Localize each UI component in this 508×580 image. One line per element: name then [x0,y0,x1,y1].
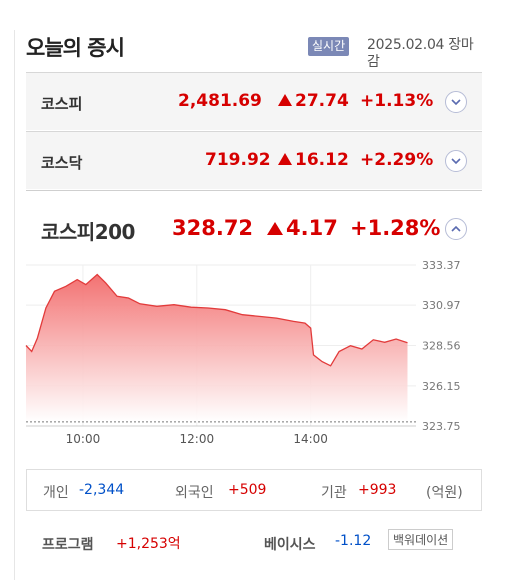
expand-chevron-icon[interactable] [445,150,467,172]
left-border [14,30,15,580]
kosdaq-row[interactable]: 코스닥 719.92 16.12 +2.29% [26,131,482,189]
investor-value: +509 [228,482,267,498]
up-arrow-icon [267,222,283,235]
x-tick-label: 14:00 [293,432,328,446]
index-value: 719.92 [205,150,271,170]
price-line [25,273,408,367]
index-percent: +1.28% [350,216,441,240]
y-tick-label: 333.37 [422,259,461,272]
y-tick-label: 323.75 [422,420,461,433]
index-value: 328.72 [172,216,254,240]
index-change: 4.17 [267,216,338,240]
program-value: +1,253억 [116,536,181,552]
investor-label: 기관 [321,485,347,501]
page-title: 오늘의 증시 [26,36,125,60]
up-arrow-icon [278,94,292,106]
y-tick-label: 328.56 [422,340,461,353]
investor-value: -2,344 [79,482,125,498]
index-name: 코스피200 [41,220,135,244]
kospi200-row[interactable]: 코스피200 328.72 4.17 +1.28% [26,195,482,261]
program-label: 프로그램 [42,537,94,553]
market-header: 오늘의 증시 실시간 2025.02.04 장마감 [26,28,482,70]
up-arrow-icon [278,153,292,165]
date-status: 2025.02.04 장마감 [367,37,474,70]
program-basis-row: 프로그램 +1,253억 베이시스 -1.12 백워데이션 [26,526,482,558]
realtime-badge: 실시간 [308,37,350,56]
unit-label: (억원) [426,485,463,501]
backwardation-button[interactable]: 백워데이션 [388,529,454,550]
divider [26,190,482,191]
kospi-row[interactable]: 코스피 2,481.69 27.74 +1.13% [26,72,482,130]
index-name: 코스피 [41,95,83,113]
index-change: 16.12 [278,150,349,170]
basis-label: 베이시스 [264,537,316,553]
investor-value: +993 [358,482,397,498]
investor-label: 외국인 [175,485,214,501]
index-value: 2,481.69 [178,91,262,111]
intraday-chart: 333.37 330.97 328.56 326.15 323.75 10:00 12:00… [25,259,461,446]
expand-chevron-icon[interactable] [445,91,467,113]
investor-label: 개인 [43,485,69,501]
investor-stats: 개인 -2,344 외국인 +509 기관 +993 (억원) [26,469,482,511]
y-tick-label: 326.15 [422,380,461,393]
x-tick-label: 12:00 [180,432,215,446]
index-percent: +1.13% [360,91,434,111]
price-area [26,274,408,422]
basis-value: -1.12 [335,533,372,549]
index-name: 코스닥 [41,154,83,172]
index-change: 27.74 [278,91,349,111]
x-tick-label: 10:00 [66,432,101,446]
y-tick-label: 330.97 [422,299,461,312]
collapse-chevron-icon[interactable] [445,218,467,240]
index-percent: +2.29% [360,150,434,170]
